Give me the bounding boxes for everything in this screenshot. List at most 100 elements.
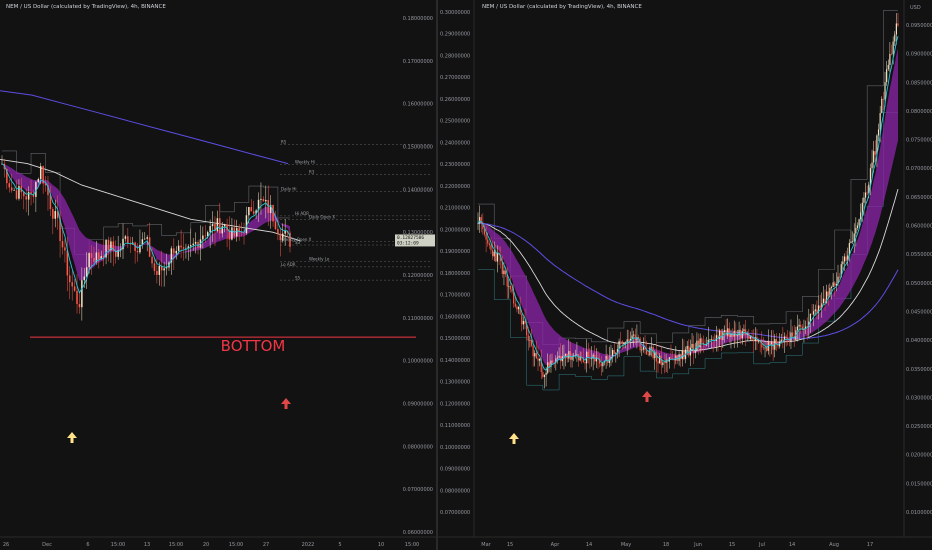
candle-body	[136, 250, 139, 253]
candle-body	[228, 230, 231, 240]
pane-divider[interactable]	[436, 0, 438, 550]
candle-body	[855, 227, 857, 234]
candle-body	[480, 217, 482, 223]
left-y-tick-label: 0.18000000	[440, 271, 470, 277]
candle-body	[76, 290, 78, 304]
candle-body	[501, 261, 503, 274]
left-y-tick-label: 0.09000000	[440, 467, 470, 473]
candle-body	[646, 350, 648, 355]
candle-body	[600, 363, 602, 367]
pivot-level-label: Weekly Open X	[281, 237, 312, 242]
candle-body	[534, 353, 536, 357]
candle-body	[479, 217, 481, 224]
candle-body	[595, 357, 597, 362]
ema-fast-line	[1, 163, 291, 294]
x-tick-label: 5	[338, 542, 341, 548]
candle-body	[521, 314, 523, 325]
candle-body	[522, 321, 525, 325]
candle-body	[214, 224, 216, 232]
candle-body	[782, 339, 784, 341]
up-arrow-icon	[509, 433, 519, 444]
last-price-value: 0.12827586	[397, 235, 424, 241]
pivot-level-label: Weekly Lo	[309, 256, 330, 261]
bar-countdown: 03:12:09	[397, 240, 419, 246]
candle-body	[163, 268, 165, 271]
candle-body	[832, 282, 834, 287]
candle-body	[146, 237, 148, 239]
ma-blue-line	[477, 222, 899, 339]
candle-body	[144, 238, 146, 240]
candle-body	[866, 192, 868, 194]
candle-body	[93, 257, 95, 263]
left-chart-pane[interactable]: 0.18000000 0.17000000 0.16000000 0.15000000…	[0, 0, 436, 550]
candle-body	[587, 351, 589, 358]
y-tick-label: 0.09000000	[403, 402, 433, 408]
y-tick-label: 0.13000000	[403, 230, 433, 236]
y-tick-label: 0.07000000	[403, 487, 433, 493]
candle-body	[223, 224, 226, 227]
candle-body	[27, 192, 30, 200]
x-tick-label: 6	[86, 542, 89, 548]
candle-body	[119, 249, 122, 251]
right-chart-pane[interactable]: 0.30000000 0.29000000 0.28000000 0.27000000…	[438, 0, 932, 550]
candle-body	[487, 239, 489, 244]
candle-body	[95, 252, 98, 263]
candle-body	[845, 256, 847, 261]
candle-body	[209, 226, 211, 233]
candle-body	[785, 336, 787, 338]
candle-body	[730, 332, 732, 337]
candle-body	[644, 347, 646, 351]
candle-body	[814, 309, 816, 312]
candle-body	[811, 313, 813, 315]
candle-body	[864, 192, 867, 198]
left-chart-svg[interactable]: 0.18000000 0.17000000 0.16000000 0.15000000…	[0, 0, 436, 550]
ma-white-line	[0, 158, 301, 242]
candle-body	[102, 256, 105, 258]
candle-body	[248, 207, 250, 216]
candle-body	[491, 250, 494, 257]
candle-body	[127, 236, 129, 244]
left-y-tick-label: 0.29000000	[440, 32, 470, 38]
left-y-tick-label: 0.17000000	[440, 293, 470, 299]
left-y-tick-label: 0.27000000	[440, 75, 470, 81]
candle-body	[185, 248, 187, 250]
candle-body	[853, 233, 855, 242]
candle-body	[613, 350, 615, 354]
left-y-tick-label: 0.22000000	[440, 184, 470, 190]
candle-body	[250, 207, 253, 212]
candle-body	[265, 199, 267, 202]
candle-body	[871, 162, 873, 169]
x-tick-label: 15:00	[111, 542, 125, 548]
left-y-tick-label: 0.10000000	[440, 445, 470, 451]
candle-body	[837, 276, 839, 284]
candle-body	[620, 341, 622, 342]
candle-body	[571, 356, 573, 360]
candle-body	[39, 166, 42, 180]
candle-body	[801, 326, 803, 331]
x-tick-label: 14	[586, 542, 592, 548]
candle-body	[830, 286, 833, 288]
x-tick-label: 15:00	[405, 542, 419, 548]
candle-body	[847, 255, 849, 261]
candle-body	[642, 347, 645, 350]
candle-body	[843, 256, 846, 262]
candle-body	[816, 309, 818, 313]
candle-body	[895, 23, 897, 35]
candle-body	[495, 251, 497, 262]
candle-body	[602, 362, 604, 367]
candle-body	[699, 338, 701, 348]
candle-body	[717, 335, 719, 339]
candle-body	[105, 239, 107, 258]
candle-body	[170, 248, 173, 263]
up-arrow-icon	[281, 398, 291, 409]
candle-body	[766, 347, 768, 351]
candle-body	[556, 357, 559, 359]
candle-body	[112, 241, 115, 251]
right-chart-svg[interactable]: 0.30000000 0.29000000 0.28000000 0.27000000…	[438, 0, 932, 550]
candle-body	[500, 254, 502, 262]
candle-body	[626, 339, 628, 343]
candle-body	[25, 196, 27, 200]
